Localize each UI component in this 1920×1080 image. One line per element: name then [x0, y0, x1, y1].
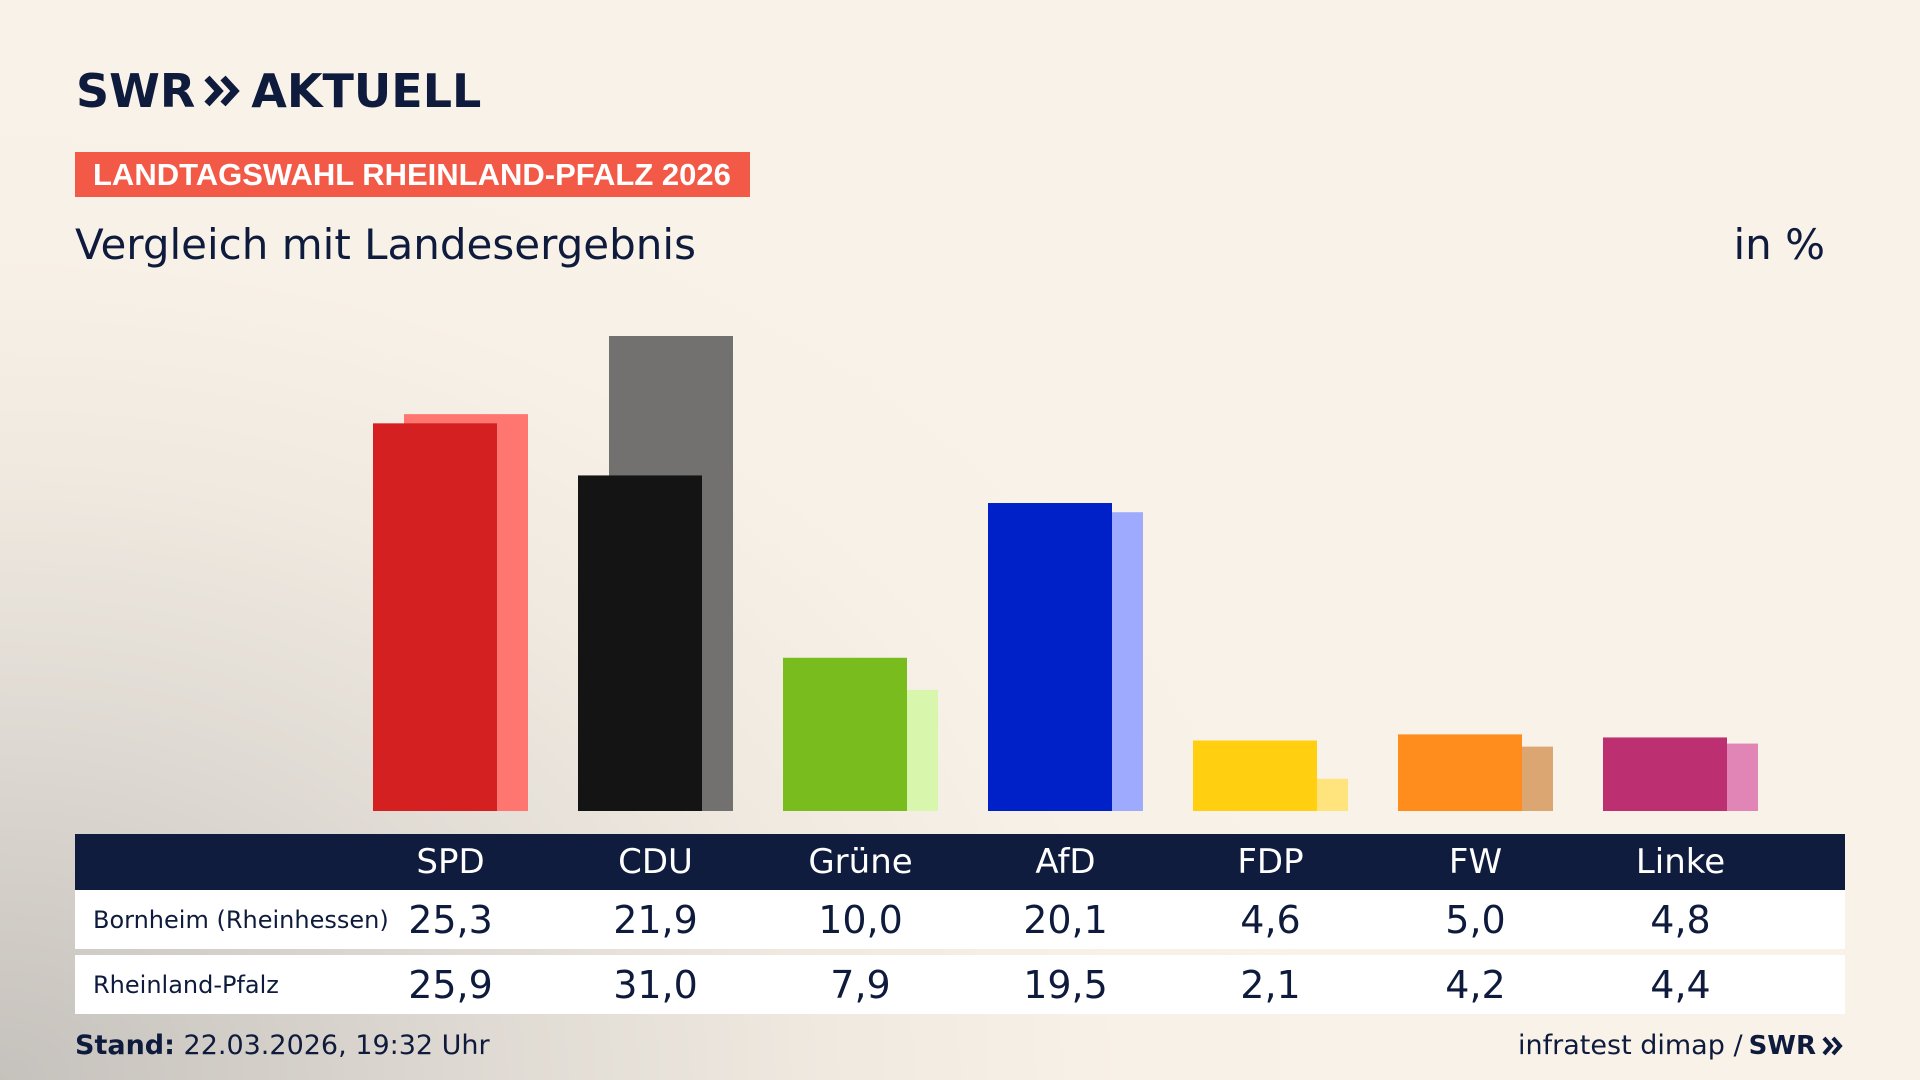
double-chevron-icon	[203, 74, 243, 108]
column-header-grüne: Grüne	[808, 842, 913, 882]
table-row-bornheim: Bornheim (Rheinhessen) 25,3 21,9 10,0 20,1 4…	[75, 890, 1845, 949]
bar-bornheim-afd	[988, 503, 1112, 811]
timestamp: Stand: 22.03.2026, 19:32 Uhr	[75, 1030, 490, 1061]
chart-subtitle: Vergleich mit Landesergebnis	[75, 220, 696, 269]
value-cell-cdu: 31,0	[613, 962, 698, 1007]
column-header-fdp: FDP	[1237, 842, 1304, 882]
bar-bornheim-fw	[1398, 734, 1522, 811]
value-cell-grüne: 7,9	[830, 962, 891, 1007]
value-cell-fw: 5,0	[1445, 897, 1506, 942]
column-header-cdu: CDU	[618, 842, 693, 882]
row-label: Bornheim (Rheinhessen)	[93, 905, 389, 934]
source-credit: infratest dimap / SWR	[1518, 1030, 1844, 1061]
bar-bornheim-cdu	[578, 475, 702, 811]
value-cell-linke: 4,4	[1650, 962, 1711, 1007]
bar-bornheim-grüne	[783, 657, 907, 811]
logo-suffix: AKTUELL	[251, 64, 482, 118]
swr-brand: SWR	[1748, 1030, 1816, 1061]
value-cell-afd: 20,1	[1023, 897, 1108, 942]
value-cell-fw: 4,2	[1445, 962, 1506, 1007]
column-header-spd: SPD	[416, 842, 485, 882]
value-cell-grüne: 10,0	[818, 897, 903, 942]
double-chevron-icon	[1822, 1036, 1843, 1055]
value-cell-spd: 25,9	[408, 962, 493, 1007]
source-text: infratest dimap /	[1518, 1030, 1743, 1061]
value-cell-cdu: 21,9	[613, 897, 698, 942]
swr-aktuell-logo: SWR AKTUELL	[76, 64, 482, 118]
unit-label: in %	[1733, 220, 1825, 269]
stand-value: 22.03.2026, 19:32 Uhr	[183, 1030, 490, 1061]
column-header-afd: AfD	[1035, 842, 1096, 882]
value-cell-afd: 19,5	[1023, 962, 1108, 1007]
bar-bornheim-spd	[373, 423, 497, 811]
value-cell-fdp: 4,6	[1240, 897, 1301, 942]
row-label: Rheinland-Pfalz	[93, 970, 279, 999]
table-row-rheinland-pfalz: Rheinland-Pfalz 25,9 31,0 7,9 19,5 2,1 4,2 4,4	[75, 955, 1845, 1014]
value-cell-linke: 4,8	[1650, 897, 1711, 942]
stand-label: Stand:	[75, 1030, 175, 1061]
bar-bornheim-linke	[1603, 737, 1727, 811]
logo-text: SWR	[76, 64, 196, 118]
column-header-fw: FW	[1448, 842, 1503, 882]
election-banner: LANDTAGSWAHL RHEINLAND-PFALZ 2026	[75, 152, 750, 197]
results-table: SPD CDU Grüne AfD FDP FW Linke Bornheim (Rhein…	[75, 834, 1845, 1014]
bar-bornheim-fdp	[1193, 740, 1317, 811]
value-cell-fdp: 2,1	[1240, 962, 1301, 1007]
column-header-linke: Linke	[1635, 842, 1726, 882]
value-cell-spd: 25,3	[408, 897, 493, 942]
table-header: SPD CDU Grüne AfD FDP FW Linke	[75, 834, 1845, 890]
bar-chart	[373, 336, 1758, 811]
